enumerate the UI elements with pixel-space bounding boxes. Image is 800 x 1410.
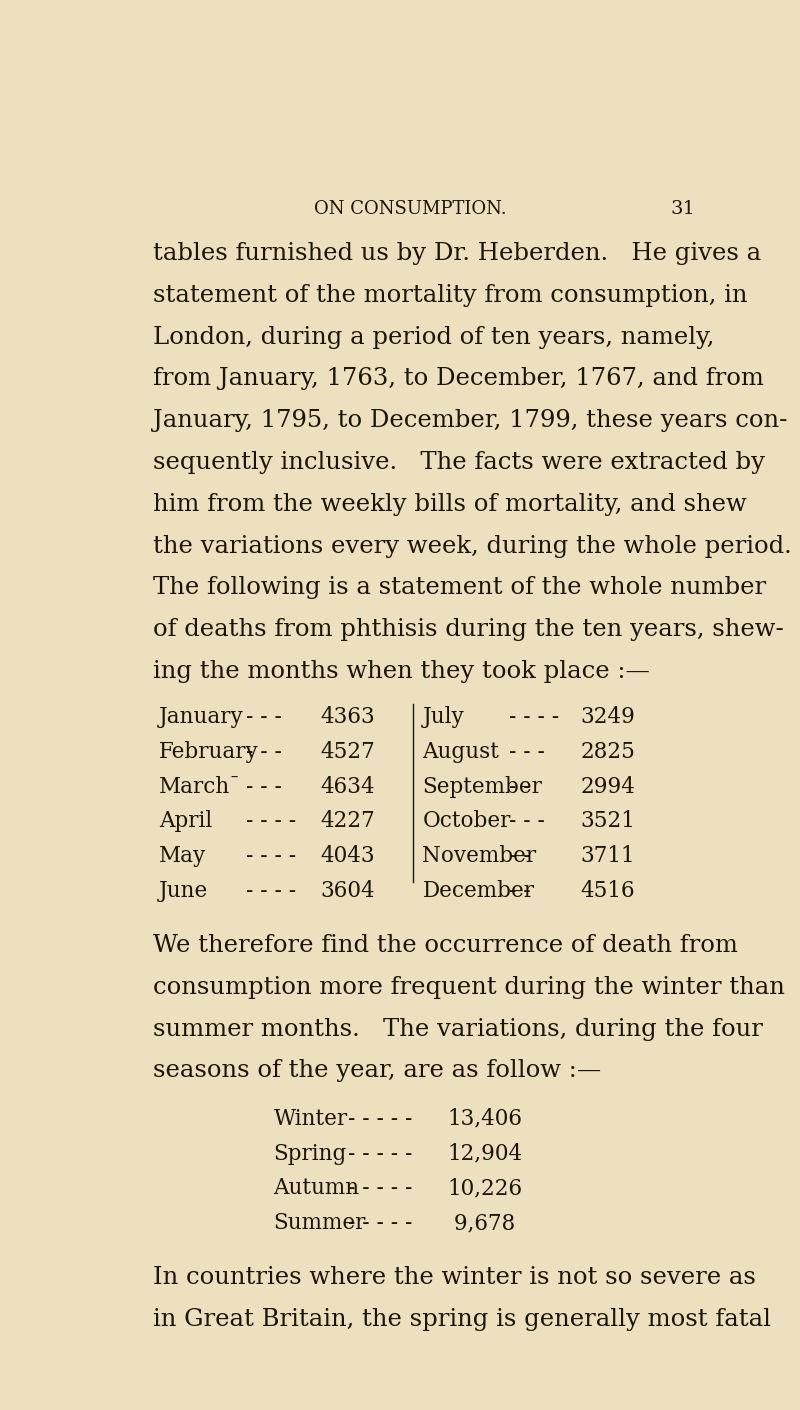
Text: summer months.   The variations, during the four: summer months. The variations, during th… xyxy=(153,1018,762,1041)
Text: Spring: Spring xyxy=(274,1142,347,1165)
Text: The following is a statement of the whole number: The following is a statement of the whol… xyxy=(153,577,766,599)
Text: Summer: Summer xyxy=(274,1213,366,1234)
Text: 3711: 3711 xyxy=(581,845,635,867)
Text: - - - - -: - - - - - xyxy=(348,1142,412,1165)
Text: - - - - -: - - - - - xyxy=(348,1177,412,1200)
Text: October: October xyxy=(422,811,510,832)
Text: November: November xyxy=(422,845,537,867)
Text: April: April xyxy=(159,811,212,832)
Text: - - -: - - - xyxy=(246,740,282,763)
Text: 3521: 3521 xyxy=(581,811,635,832)
Text: 10,226: 10,226 xyxy=(447,1177,522,1200)
Text: - - - -: - - - - xyxy=(510,706,559,728)
Text: - - - -: - - - - xyxy=(246,845,296,867)
Text: in Great Britain, the spring is generally most fatal: in Great Britain, the spring is generall… xyxy=(153,1308,770,1331)
Text: 3604: 3604 xyxy=(320,880,374,902)
Text: We therefore find the occurrence of death from: We therefore find the occurrence of deat… xyxy=(153,933,738,957)
Text: March¯: March¯ xyxy=(159,776,241,798)
Text: - - - - -: - - - - - xyxy=(348,1108,412,1129)
Text: 4363: 4363 xyxy=(320,706,375,728)
Text: - -: - - xyxy=(510,845,531,867)
Text: 4634: 4634 xyxy=(320,776,374,798)
Text: him from the weekly bills of mortality, and shew: him from the weekly bills of mortality, … xyxy=(153,492,746,516)
Text: In countries where the winter is not so severe as: In countries where the winter is not so … xyxy=(153,1266,755,1289)
Text: January, 1795, to December, 1799, these years con-: January, 1795, to December, 1799, these … xyxy=(153,409,787,431)
Text: Winter: Winter xyxy=(274,1108,348,1129)
Text: the variations every week, during the whole period.: the variations every week, during the wh… xyxy=(153,534,791,557)
Text: May: May xyxy=(159,845,206,867)
Text: Autumn: Autumn xyxy=(274,1177,360,1200)
Text: sequently inclusive.   The facts were extracted by: sequently inclusive. The facts were extr… xyxy=(153,451,765,474)
Text: - - -: - - - xyxy=(246,776,282,798)
Text: 4527: 4527 xyxy=(320,740,375,763)
Text: February: February xyxy=(159,740,258,763)
Text: August: August xyxy=(422,740,499,763)
Text: 31: 31 xyxy=(670,200,695,217)
Text: statement of the mortality from consumption, in: statement of the mortality from consumpt… xyxy=(153,283,747,307)
Text: 9,678: 9,678 xyxy=(447,1213,515,1234)
Text: January: January xyxy=(159,706,244,728)
Text: June: June xyxy=(159,880,208,902)
Text: from January, 1763, to December, 1767, and from: from January, 1763, to December, 1767, a… xyxy=(153,368,763,391)
Text: 4227: 4227 xyxy=(320,811,375,832)
Text: - - -: - - - xyxy=(246,706,282,728)
Text: 12,904: 12,904 xyxy=(447,1142,522,1165)
Text: ON CONSUMPTION.: ON CONSUMPTION. xyxy=(314,200,506,217)
Text: 13,406: 13,406 xyxy=(447,1108,522,1129)
Text: 2825: 2825 xyxy=(581,740,635,763)
Text: - -: - - xyxy=(510,776,531,798)
Text: 4516: 4516 xyxy=(581,880,635,902)
Text: - - - -: - - - - xyxy=(246,880,296,902)
Text: 4043: 4043 xyxy=(320,845,374,867)
Text: ing the months when they took place :—: ing the months when they took place :— xyxy=(153,660,650,682)
Text: December: December xyxy=(422,880,534,902)
Text: - -: - - xyxy=(510,880,531,902)
Text: 3249: 3249 xyxy=(581,706,635,728)
Text: seasons of the year, are as follow :—: seasons of the year, are as follow :— xyxy=(153,1059,601,1083)
Text: 2994: 2994 xyxy=(581,776,635,798)
Text: tables furnished us by Dr. Heberden.   He gives a: tables furnished us by Dr. Heberden. He … xyxy=(153,243,761,265)
Text: - - - -: - - - - xyxy=(246,811,296,832)
Text: September: September xyxy=(422,776,542,798)
Text: London, during a period of ten years, namely,: London, during a period of ten years, na… xyxy=(153,326,714,348)
Text: - - -: - - - xyxy=(510,740,545,763)
Text: - - -: - - - xyxy=(510,811,545,832)
Text: - - - - -: - - - - - xyxy=(348,1213,412,1234)
Text: consumption more frequent during the winter than: consumption more frequent during the win… xyxy=(153,976,785,998)
Text: July: July xyxy=(422,706,464,728)
Text: of deaths from phthisis during the ten years, shew-: of deaths from phthisis during the ten y… xyxy=(153,618,783,642)
